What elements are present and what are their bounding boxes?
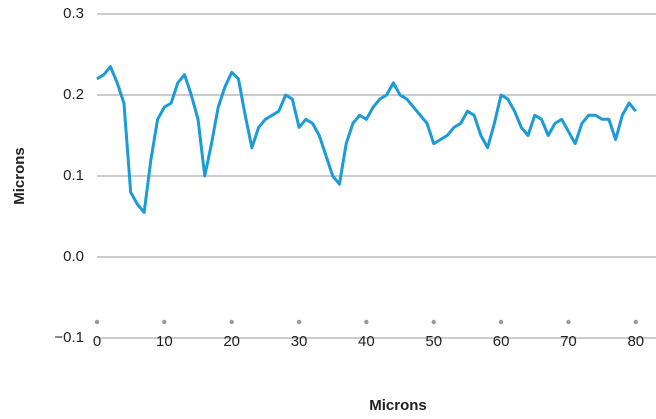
y-tick-label: −0.1 xyxy=(54,329,84,346)
x-tick-label: 30 xyxy=(291,333,308,350)
x-tick-mark xyxy=(566,319,571,325)
x-axis-title: Microns xyxy=(369,397,427,414)
y-tick-label: 0.3 xyxy=(63,5,84,22)
x-tick-label: 0 xyxy=(93,333,101,350)
y-tick-label: 0.0 xyxy=(63,248,84,265)
x-tick-mark xyxy=(498,319,504,325)
x-tick-label: 70 xyxy=(560,333,577,350)
x-tick-mark xyxy=(229,319,234,325)
y-tick-label: 0.1 xyxy=(63,167,84,184)
x-tick-mark xyxy=(162,319,167,325)
x-tick-mark xyxy=(296,319,302,325)
y-axis-title: Microns xyxy=(11,147,28,205)
data-line xyxy=(96,65,637,214)
x-tick-label: 80 xyxy=(627,333,644,350)
x-tick-label: 60 xyxy=(493,333,510,350)
x-tick-label: 10 xyxy=(156,333,173,350)
y-tick-label: 0.2 xyxy=(63,86,84,103)
x-tick-label: 40 xyxy=(358,333,375,350)
x-tick-label: 50 xyxy=(425,333,442,350)
x-tick-mark xyxy=(94,319,100,325)
x-tick-mark xyxy=(633,319,638,325)
x-tick-label: 20 xyxy=(223,333,240,350)
x-tick-mark xyxy=(431,319,436,325)
x-tick-mark xyxy=(364,319,369,325)
